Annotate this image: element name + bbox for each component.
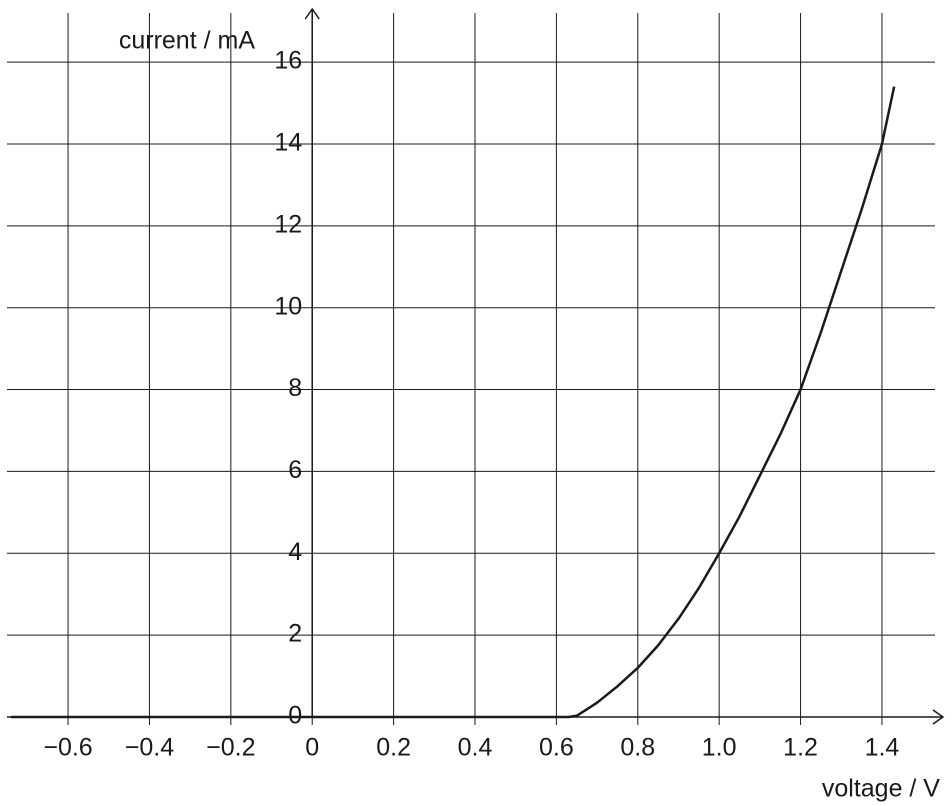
x-tick-label: 0.2 <box>376 734 411 762</box>
y-axis-label: current / mA <box>119 27 255 55</box>
x-tick-label: −0.6 <box>43 734 92 762</box>
x-tick-label: 0.4 <box>458 734 493 762</box>
y-tick-label: 16 <box>274 47 302 75</box>
x-tick-label: 1.2 <box>783 734 818 762</box>
x-tick-label: 1.4 <box>865 734 900 762</box>
x-tick-label: 0.6 <box>539 734 574 762</box>
y-tick-label: 12 <box>274 210 302 238</box>
x-tick-label: −0.4 <box>125 734 174 762</box>
data-line <box>11 86 896 719</box>
x-tick-label: 0 <box>305 734 319 762</box>
x-tick-label: 0.8 <box>620 734 655 762</box>
x-tick-label: 1.0 <box>702 734 737 762</box>
y-axis-arrow <box>304 7 320 20</box>
y-tick-label: 14 <box>274 129 302 157</box>
x-axis-arrow <box>932 709 945 725</box>
y-tick-label: 10 <box>274 292 302 320</box>
y-tick-label: 2 <box>288 620 302 648</box>
y-tick-label: 0 <box>288 702 302 730</box>
y-tick-label: 8 <box>288 374 302 402</box>
y-tick-label: 6 <box>288 456 302 484</box>
x-axis-label: voltage / V <box>822 775 940 803</box>
y-tick-label: 4 <box>288 538 302 566</box>
x-tick-label: −0.2 <box>206 734 255 762</box>
